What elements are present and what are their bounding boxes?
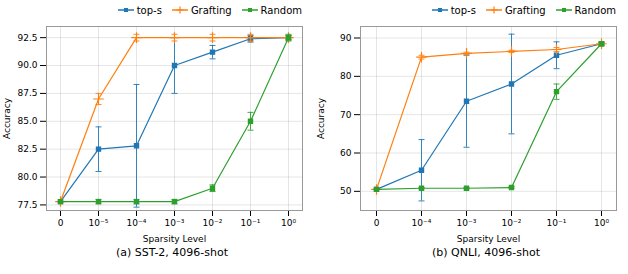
svg-text:10⁰: 10⁰ [594,218,609,228]
svg-text:70: 70 [340,110,352,120]
svg-text:90.0: 90.0 [17,60,37,70]
svg-text:10⁻⁴: 10⁻⁴ [127,218,147,228]
svg-text:10⁻²: 10⁻² [203,218,223,228]
svg-text:60: 60 [340,148,352,158]
html-text:Random: Random [260,4,302,16]
svg-text:80: 80 [340,71,352,81]
html-text:Random: Random [574,4,616,16]
svg-text:87.5: 87.5 [17,88,37,98]
svg-text:10⁻⁴: 10⁻⁴ [412,218,432,228]
svg-text:10⁻¹: 10⁻¹ [241,218,261,228]
svg-text:77.5: 77.5 [17,200,37,210]
svg-text:10⁻⁵: 10⁻⁵ [89,218,109,228]
svg-text:0: 0 [374,218,380,228]
html-text:(b) QNLI, 4096-shot: (b) QNLI, 4096-shot [432,246,540,259]
svg-text:Sparsity Level: Sparsity Level [457,234,520,244]
html-text:top-s: top-s [450,4,476,16]
svg-text:0: 0 [58,218,64,228]
svg-text:82.5: 82.5 [17,144,37,154]
svg-text:10⁰: 10⁰ [281,218,296,228]
svg-text:10⁻¹: 10⁻¹ [547,218,567,228]
svg-text:Sparsity Level: Sparsity Level [143,234,206,244]
svg-text:50: 50 [340,186,352,196]
html-text:(a) SST-2, 4096-shot: (a) SST-2, 4096-shot [115,246,229,259]
html-text:Grafting: Grafting [504,4,546,16]
svg-text:92.5: 92.5 [17,33,37,43]
svg-text:80.0: 80.0 [17,172,37,182]
html-text:top-s: top-s [136,4,162,16]
svg-text:10⁻³: 10⁻³ [457,218,477,228]
svg-text:Accuracy: Accuracy [2,97,12,139]
svg-text:Accuracy: Accuracy [316,97,326,139]
svg-text:90: 90 [340,33,352,43]
svg-text:10⁻³: 10⁻³ [165,218,185,228]
svg-text:10⁻²: 10⁻² [502,218,522,228]
html-text:Grafting: Grafting [190,4,232,16]
svg-text:85.0: 85.0 [17,116,37,126]
